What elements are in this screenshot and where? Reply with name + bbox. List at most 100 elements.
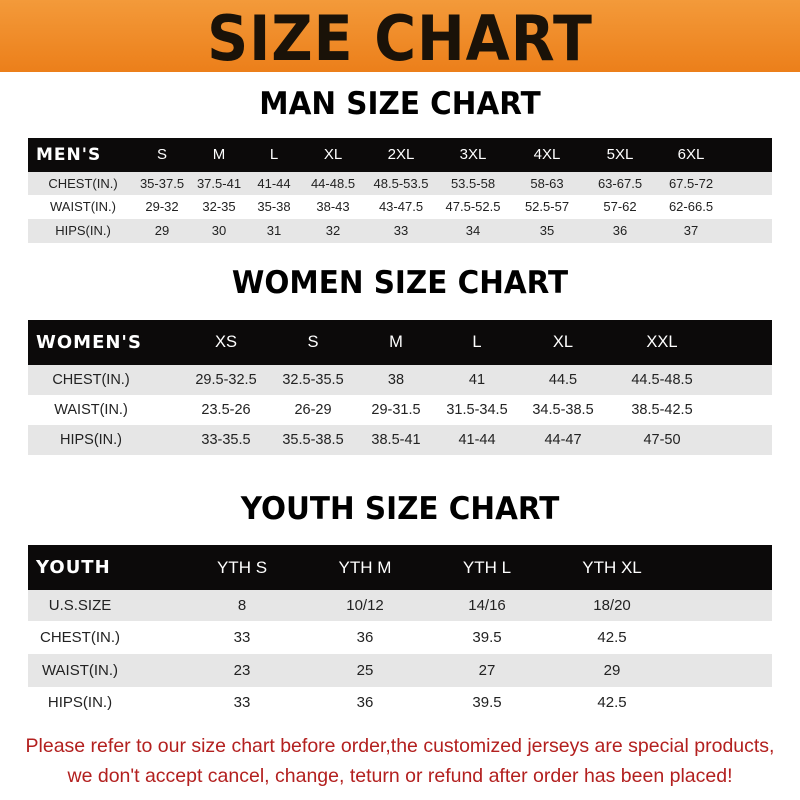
size-header: XXL [646,333,678,351]
youth-size-table: YOUTH YTH S YTH M YTH L YTH XL U.S.SIZE 8 10/12… [28,545,772,718]
measurement-cell: 41-44 [458,432,496,448]
measurement-cell: 44-48.5 [310,176,356,191]
measurement-cell: 34.5-38.5 [532,402,594,418]
table-header-row: WOMEN'S XS S M L XL XXL [28,320,772,365]
size-header: 3XL [459,146,487,163]
measurement-cell: 31.5-34.5 [446,402,508,418]
measurement-cell: 41-44 [257,176,291,191]
table-row: HIPS(IN.) 29 30 31 32 33 34 35 36 37 [28,219,772,243]
size-header: XL [323,146,343,163]
measurement-cell: 32-35 [202,199,236,214]
size-header: 2XL [387,146,415,163]
size-header: YTH S [216,558,268,577]
size-header: S [156,146,168,163]
measurement-cell: 10/12 [346,597,384,614]
measurement-cell: 35.5-38.5 [282,432,344,448]
table-header-row: YOUTH YTH S YTH M YTH L YTH XL [28,545,772,590]
measurement-cell: 34 [465,223,481,238]
size-header: YTH L [462,558,512,577]
measurement-cell: 44.5 [548,372,578,388]
table-row: WAIST(IN.) 29-32 32-35 35-38 38-43 43-47.5 47.… [28,195,772,219]
measurement-cell: 39.5 [472,629,502,646]
measurement-cell: 33 [233,694,251,711]
measurement-cell: 39.5 [472,694,502,711]
size-header: 4XL [533,146,561,163]
measurement-cell: 8 [237,597,247,614]
measurement-cell: 38 [387,372,405,388]
measurement-cell: 42.5 [597,694,627,711]
measurement-cell: 63-67.5 [597,176,643,191]
measurement-cell: 44-47 [544,432,582,448]
table-title-cell: MEN'S [36,145,102,165]
measurement-cell: 36 [356,694,374,711]
measurement-cell: 35-38 [257,199,291,214]
measurement-cell: 29-32 [145,199,179,214]
measurement-cell: 37 [683,223,699,238]
table-title-cell: WOMEN'S [36,332,142,353]
table-row: WAIST(IN.) 23 25 27 29 [28,654,772,687]
row-label: WAIST(IN.) [54,402,128,418]
row-label: U.S.SIZE [48,597,112,614]
size-header: S [307,333,319,351]
row-label: WAIST(IN.) [41,662,119,679]
measurement-cell: 36 [356,629,374,646]
measurement-cell: 37.5-41 [196,176,242,191]
size-header: YTH XL [582,558,642,577]
measurement-cell: 35-37.5 [139,176,185,191]
notice-line-2: we don't accept cancel, change, teturn o… [67,765,733,787]
row-label: HIPS(IN.) [55,223,111,238]
row-label: HIPS(IN.) [59,432,123,448]
table-row: CHEST(IN.) 33 36 39.5 42.5 [28,621,772,654]
size-header: 6XL [677,146,705,163]
measurement-cell: 38.5-41 [371,432,421,448]
table-title-cell: YOUTH [36,557,111,578]
women-chart-title: WOMEN SIZE CHART [231,265,569,301]
measurement-cell: 29 [603,662,621,679]
measurement-cell: 30 [211,223,227,238]
notice-line-1: Please refer to our size chart before or… [25,735,775,757]
measurement-cell: 58-63 [530,176,564,191]
table-row: CHEST(IN.) 35-37.5 37.5-41 41-44 44-48.5 48.5… [28,172,772,195]
table-header-row: MEN'S S M L XL 2XL 3XL 4XL 5XL 6XL [28,138,772,172]
measurement-cell: 53.5-58 [450,176,496,191]
measurement-cell: 23 [233,662,251,679]
size-header: 5XL [606,146,634,163]
measurement-cell: 38.5-42.5 [631,402,693,418]
measurement-cell: 31 [266,223,282,238]
measurement-cell: 47-50 [643,432,681,448]
women-size-table: WOMEN'S XS S M L XL XXL CHEST(IN.) 29.5-32.5 32.5… [28,320,772,455]
row-label: WAIST(IN.) [50,199,116,214]
measurement-cell: 33-35.5 [201,432,251,448]
measurement-cell: 33 [393,223,409,238]
measurement-cell: 38-43 [316,199,350,214]
measurement-cell: 67.5-72 [668,176,714,191]
men-chart-title: MAN SIZE CHART [259,86,541,122]
size-header: L [269,146,279,163]
measurement-cell: 44.5-48.5 [631,372,693,388]
banner-title: SIZE CHART [207,2,593,75]
row-label: CHEST(IN.) [52,372,130,388]
table-row: CHEST(IN.) 29.5-32.5 32.5-35.5 38 41 44.5 44.5… [28,365,772,395]
measurement-cell: 35 [539,223,555,238]
banner: SIZE CHART [0,0,800,75]
table-row: U.S.SIZE 8 10/12 14/16 18/20 [28,590,772,621]
row-label: CHEST(IN.) [40,629,120,646]
measurement-cell: 18/20 [593,597,631,614]
men-size-table: MEN'S S M L XL 2XL 3XL 4XL 5XL 6XL CHEST(IN.) 35-37… [28,138,772,243]
size-header: XL [552,333,574,351]
measurement-cell: 27 [478,662,496,679]
measurement-cell: 52.5-57 [524,199,570,214]
measurement-cell: 26-29 [294,402,332,418]
measurement-cell: 29-31.5 [371,402,421,418]
measurement-cell: 43-47.5 [378,199,424,214]
size-header: YTH M [338,558,392,577]
size-header: L [472,333,482,351]
table-row: HIPS(IN.) 33 36 39.5 42.5 [28,687,772,718]
row-label: CHEST(IN.) [48,176,118,191]
row-label: HIPS(IN.) [47,694,113,711]
size-header: M [389,333,403,351]
measurement-cell: 36 [612,223,628,238]
measurement-cell: 29 [154,223,170,238]
measurement-cell: 33 [233,629,251,646]
measurement-cell: 25 [356,662,374,679]
